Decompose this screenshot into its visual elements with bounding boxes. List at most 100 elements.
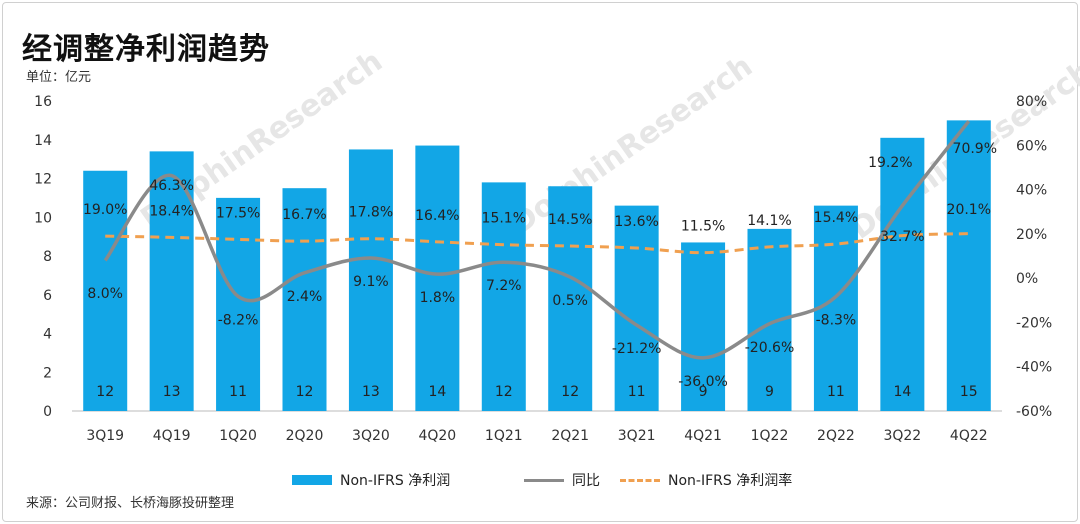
yoy-value-label: 46.3% [149,178,193,194]
y-right-tick-label: 20% [1016,227,1047,243]
bar [880,137,925,411]
y-left-tick-label: 6 [43,288,52,304]
x-tick-label: 4Q20 [418,428,456,444]
bar [282,188,327,411]
margin-value-label: 20.1% [947,202,991,218]
bar [481,182,526,411]
margin-value-label: 17.5% [216,205,260,221]
yoy-value-label: -21.2% [612,341,662,357]
margin-value-label: 15.1% [482,211,526,227]
legend-swatch-bar [292,475,332,485]
margin-value-label: 19.0% [83,202,127,218]
y-left-tick-label: 10 [34,210,52,226]
bar [83,170,128,411]
y-left-tick-label: 14 [34,133,52,149]
legend-swatch-line [524,478,564,482]
x-tick-label: 4Q22 [950,428,988,444]
margin-line [105,232,969,255]
yoy-value-label: 7.2% [486,278,522,294]
x-tick-label: 2Q22 [817,428,855,444]
margin-value-label: 14.1% [747,213,791,229]
bar [681,242,726,411]
unit-label: 单位：亿元 [26,70,92,85]
margin-value-label: 18.4% [149,203,193,219]
yoy-value-label: 8.0% [87,286,123,302]
x-tick-label: 1Q21 [485,428,523,444]
margin-value-label: 13.6% [614,214,658,230]
legend-item-margin: Non-IFRS 净利润率 [620,470,792,490]
bar-value-label: 12 [561,384,579,400]
bar [348,149,393,411]
margin-value-label: 14.5% [548,212,592,228]
margin-value-label: 16.7% [282,207,326,223]
x-tick-label: 4Q21 [684,428,722,444]
x-tick-label: 4Q19 [153,428,191,444]
yoy-value-label: 1.8% [420,290,456,306]
y-right-tick-label: -60% [1016,404,1052,420]
bar-value-label: 12 [495,384,513,400]
margin-value-label: 17.8% [349,205,393,221]
bar [548,186,593,411]
yoy-value-label: 2.4% [287,289,323,305]
bar-value-label: 12 [96,384,114,400]
yoy-line [103,120,971,360]
bar-value-label: 12 [296,384,314,400]
legend-swatch-dash [620,478,660,482]
margin-value-label: 16.4% [415,208,459,224]
y-right-tick-label: 40% [1016,183,1047,199]
chart-title: 经调整净利润趋势 [22,32,270,67]
legend-label-yoy: 同比 [572,473,600,489]
y-right-tick-label: 80% [1016,94,1047,110]
bar [614,205,659,411]
bar-value-label: 11 [229,384,247,400]
bar [946,120,991,411]
bar-value-label: 14 [893,384,911,400]
x-tick-label: 3Q19 [86,428,124,444]
bar-value-label: 11 [827,384,845,400]
bar-value-label: 14 [428,384,446,400]
y-right-tick-label: 60% [1016,138,1047,154]
yoy-value-label: -20.6% [745,340,795,356]
x-tick-label: 1Q20 [219,428,257,444]
bar-value-label: 11 [628,384,646,400]
margin-value-label: 11.5% [681,219,725,235]
yoy-value-label: -8.3% [816,313,857,329]
x-tick-label: 3Q21 [618,428,656,444]
legend-label-margin: Non-IFRS 净利润率 [668,473,793,489]
y-left-tick-label: 12 [34,172,52,188]
x-tick-label: 3Q22 [883,428,921,444]
legend-item-net-profit: Non-IFRS 净利润 [292,470,450,490]
bar [415,145,460,411]
bar [216,197,261,411]
bar-value-label: 13 [163,384,181,400]
yoy-value-label: 32.7% [880,229,924,245]
x-tick-label: 2Q20 [286,428,324,444]
y-right-tick-label: -40% [1016,360,1052,376]
bar-value-label: 13 [362,384,380,400]
x-tick-label: 2Q21 [551,428,589,444]
y-left-tick-label: 16 [34,94,52,110]
legend-item-yoy: 同比 [524,470,600,490]
margin-value-label: 19.2% [868,155,912,171]
y-right-tick-label: -20% [1016,315,1052,331]
source-note: 来源：公司财报、长桥海豚投研整理 [26,496,235,511]
y-right-tick-label: 0% [1016,271,1038,287]
margin-value-label: 15.4% [814,210,858,226]
bar-value-label: 9 [765,384,774,400]
yoy-value-label: 9.1% [353,274,389,290]
x-tick-label: 3Q20 [352,428,390,444]
bar-value-label: 15 [960,384,978,400]
y-left-tick-label: 2 [43,365,52,381]
yoy-value-label: 70.9% [953,141,997,157]
yoy-value-label: -8.2% [218,312,259,328]
y-left-tick-label: 8 [43,249,52,265]
yoy-value-label: 0.5% [552,293,588,309]
yoy-value-label: -36.0% [678,374,728,390]
bar-value-label: 9 [699,384,708,400]
legend-label-net-profit: Non-IFRS 净利润 [340,473,451,489]
x-tick-label: 1Q22 [751,428,789,444]
y-left-tick-label: 4 [43,327,52,343]
y-left-tick-label: 0 [43,404,52,420]
